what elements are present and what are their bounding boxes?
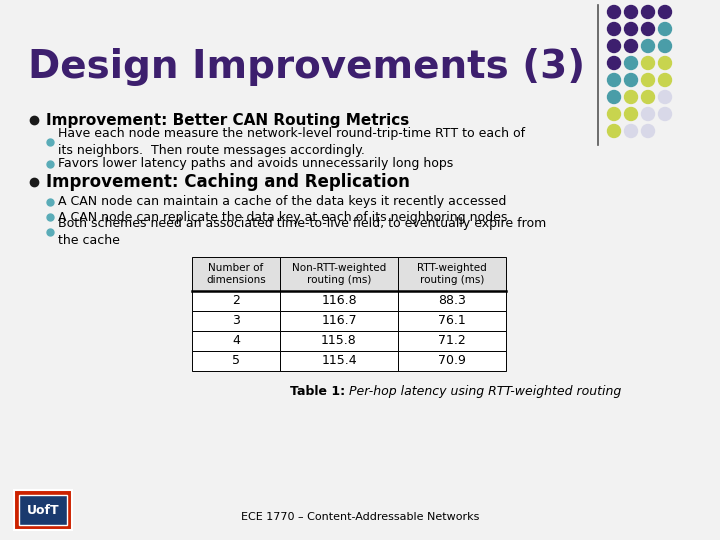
Text: 115.8: 115.8 [321,334,357,348]
Circle shape [608,57,621,70]
Circle shape [642,57,654,70]
Text: Per-hop latency using RTT-weighted routing: Per-hop latency using RTT-weighted routi… [349,385,621,398]
Bar [280,291,398,311]
Circle shape [642,23,654,36]
Text: Improvement: Caching and Replication: Improvement: Caching and Replication [46,173,410,191]
Bar [398,331,506,351]
Circle shape [642,5,654,18]
Circle shape [608,39,621,52]
Text: 5: 5 [232,354,240,368]
Text: 4: 4 [232,334,240,348]
Circle shape [642,125,654,138]
Bar [19,495,67,525]
Circle shape [642,39,654,52]
Circle shape [608,5,621,18]
Circle shape [624,73,637,86]
Circle shape [624,91,637,104]
Text: Improvement: Better CAN Routing Metrics: Improvement: Better CAN Routing Metrics [46,112,409,127]
Bar [398,257,506,291]
Bar [192,351,280,371]
Circle shape [624,23,637,36]
Bar [192,291,280,311]
Text: Have each node measure the network-level round-trip-time RTT to each of
its neig: Have each node measure the network-level… [58,127,525,157]
Text: 116.7: 116.7 [321,314,357,327]
Text: Design Improvements (3): Design Improvements (3) [28,48,585,86]
Circle shape [608,23,621,36]
Circle shape [624,107,637,120]
Text: A CAN node can maintain a cache of the data keys it recently accessed: A CAN node can maintain a cache of the d… [58,195,506,208]
Circle shape [659,5,672,18]
Text: Both schemes need an associated time-to-live field, to eventually expire from
th: Both schemes need an associated time-to-… [58,217,546,247]
Bar [192,331,280,351]
Bar [280,331,398,351]
Bar [280,351,398,371]
Circle shape [659,73,672,86]
Bar [398,291,506,311]
Circle shape [624,39,637,52]
Bar [398,351,506,371]
Text: Number of
dimensions: Number of dimensions [206,263,266,285]
Circle shape [659,91,672,104]
Text: Table 1:: Table 1: [289,385,349,398]
Bar [14,490,72,530]
Circle shape [659,107,672,120]
Text: 76.1: 76.1 [438,314,466,327]
Circle shape [608,125,621,138]
Bar [192,257,280,291]
Text: 115.4: 115.4 [321,354,357,368]
Circle shape [624,57,637,70]
Circle shape [659,23,672,36]
Text: RTT-weighted
routing (ms): RTT-weighted routing (ms) [417,263,487,285]
Text: 3: 3 [232,314,240,327]
Circle shape [608,91,621,104]
Text: 116.8: 116.8 [321,294,357,307]
Circle shape [624,5,637,18]
Circle shape [659,39,672,52]
Text: 88.3: 88.3 [438,294,466,307]
Text: Non-RTT-weighted
routing (ms): Non-RTT-weighted routing (ms) [292,263,386,285]
Bar [280,257,398,291]
Text: 71.2: 71.2 [438,334,466,348]
Circle shape [642,91,654,104]
Text: 2: 2 [232,294,240,307]
Text: Favors lower latency paths and avoids unnecessarily long hops: Favors lower latency paths and avoids un… [58,158,454,171]
Text: A CAN node can replicate the data key at each of its neighboring nodes: A CAN node can replicate the data key at… [58,211,508,224]
Circle shape [608,73,621,86]
Bar [192,311,280,331]
Circle shape [624,125,637,138]
Circle shape [608,107,621,120]
Bar [280,311,398,331]
Text: UofT: UofT [27,503,59,516]
Circle shape [642,107,654,120]
Circle shape [659,57,672,70]
Bar [398,311,506,331]
Text: 70.9: 70.9 [438,354,466,368]
Circle shape [642,73,654,86]
Text: ECE 1770 – Content-Addressable Networks: ECE 1770 – Content-Addressable Networks [240,512,480,522]
